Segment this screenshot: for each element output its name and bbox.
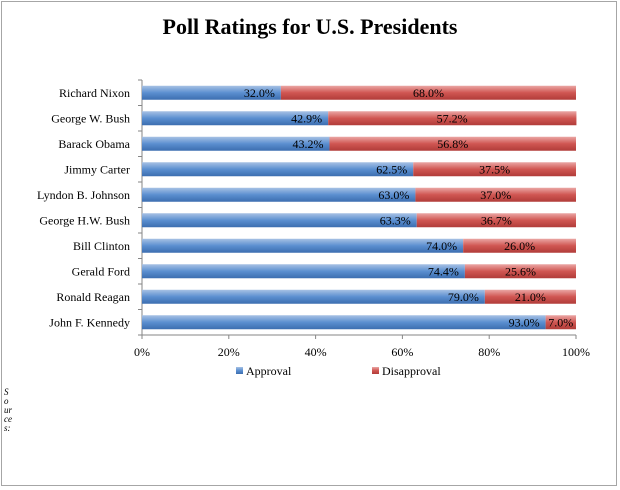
disapproval-bar [415,187,576,202]
approval-data-label: 42.9% [291,111,322,125]
category-label: George H.W. Bush [39,213,130,227]
disapproval-data-label: 56.8% [437,137,468,151]
category-label: Barack Obama [58,137,130,151]
approval-data-label: 74.0% [426,239,457,253]
disapproval-bar [463,238,576,253]
x-tick-label: 40% [305,345,327,359]
category-label: Jimmy Carter [64,162,130,176]
approval-bar [142,213,417,228]
disapproval-data-label: 57.2% [437,111,468,125]
disapproval-data-label: 37.5% [479,162,510,176]
approval-data-label: 63.0% [378,188,409,202]
disapproval-legend-label: Disapproval [382,364,441,378]
x-tick-label: 20% [218,345,240,359]
disapproval-data-label: 7.0% [548,315,573,329]
category-label: George W. Bush [51,111,130,125]
approval-bar [142,264,465,279]
approval-bar [142,187,416,202]
disapproval-bar [464,264,576,279]
approval-data-label: 79.0% [448,290,479,304]
x-tick-label: 60% [391,345,413,359]
disapproval-data-label: 21.0% [515,290,546,304]
disapproval-bar [280,85,576,100]
category-label: Richard Nixon [59,86,130,100]
x-tick-label: 100% [562,345,590,359]
disapproval-data-label: 68.0% [413,86,444,100]
approval-bar [142,315,546,330]
disapproval-bar [328,111,577,126]
approval-data-label: 32.0% [244,86,275,100]
disapproval-bar [416,213,576,228]
approval-data-label: 43.2% [292,137,323,151]
approval-bar [142,162,414,177]
approval-bar [142,111,329,126]
disapproval-bar [329,136,576,151]
disapproval-data-label: 36.7% [481,213,512,227]
disapproval-data-label: 37.0% [480,188,511,202]
disapproval-bar [413,162,576,177]
category-label: Bill Clinton [73,239,130,253]
x-tick-label: 0% [134,345,150,359]
approval-bar [142,136,330,151]
approval-data-label: 63.3% [380,213,411,227]
approval-legend-label: Approval [246,364,292,378]
chart-title: Poll Ratings for U.S. Presidents [162,14,458,39]
category-label: Lyndon B. Johnson [37,188,130,202]
sources-label: Sources: [4,387,13,433]
disapproval-bar [484,289,576,304]
approval-data-label: 93.0% [509,315,540,329]
disapproval-bar [545,315,576,330]
category-label: Gerald Ford [72,264,130,278]
x-tick-label: 80% [478,345,500,359]
disapproval-legend-swatch [372,367,379,374]
approval-legend-swatch [236,367,243,374]
approval-data-label: 62.5% [376,162,407,176]
category-label: Ronald Reagan [56,290,130,304]
approval-data-label: 74.4% [428,264,459,278]
approval-bar [142,238,464,253]
approval-bar [142,85,281,100]
category-label: John F. Kennedy [49,315,130,329]
disapproval-data-label: 25.6% [505,264,536,278]
approval-bar [142,289,485,304]
disapproval-data-label: 26.0% [504,239,535,253]
